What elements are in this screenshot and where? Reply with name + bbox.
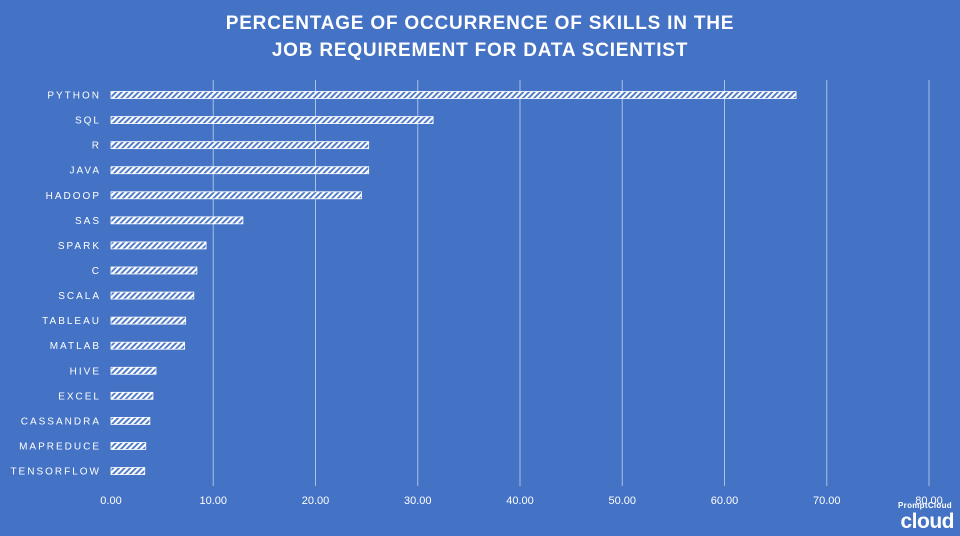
bar-hadoop <box>110 191 362 200</box>
x-tick-label: 70.00 <box>813 495 841 507</box>
category-label-java: JAVA <box>69 166 101 177</box>
bar-c <box>110 266 198 275</box>
category-label-matlab: MATLAB <box>50 341 101 352</box>
chart-title-line-1: PERCENTAGE OF OCCURRENCE OF SKILLS IN TH… <box>225 13 735 34</box>
bar-excel <box>110 391 154 400</box>
bar-sas <box>110 216 244 225</box>
category-label-cassandra: CASSANDRA <box>21 416 101 427</box>
bar-sql <box>110 116 434 124</box>
category-labels: PYTHON SQL R JAVA HADOOP SAS SPARK C SCALA TABLEA… <box>10 91 101 478</box>
category-label-tableau: TABLEAU <box>42 316 101 327</box>
category-label-mapreduce: MAPREDUCE <box>19 441 101 452</box>
bar-r <box>110 141 370 150</box>
category-label-r: R <box>92 141 101 152</box>
bar-cassandra <box>110 417 151 425</box>
logo-small-text: PromptCloud <box>898 501 952 510</box>
bars <box>110 91 797 475</box>
category-label-sas: SAS <box>75 216 101 227</box>
category-label-python: PYTHON <box>47 91 101 102</box>
x-tick-label: 0.00 <box>100 495 121 507</box>
category-label-hadoop: HADOOP <box>46 191 101 202</box>
x-tick-label: 50.00 <box>608 495 636 507</box>
category-label-sql: SQL <box>75 116 101 127</box>
bar-spark <box>110 241 207 250</box>
bar-java <box>110 166 370 175</box>
category-label-scala: SCALA <box>58 291 101 302</box>
bar-mapreduce <box>110 442 147 450</box>
bar-matlab <box>110 341 186 350</box>
logo-big-text: cloud <box>900 510 955 533</box>
chart-title-line-2: JOB REQUIREMENT FOR DATA SCIENTIST <box>271 40 689 61</box>
x-tick-label: 60.00 <box>711 495 739 507</box>
bar-tableau <box>110 316 187 325</box>
category-label-excel: EXCEL <box>58 391 101 402</box>
category-label-hive: HIVE <box>70 366 101 377</box>
promptcloud-logo: PromptCloud cloud <box>896 501 956 533</box>
bar-hive <box>110 366 157 375</box>
x-tick-label: 10.00 <box>199 495 227 507</box>
x-tick-label: 30.00 <box>404 495 432 507</box>
x-tick-label: 80.00 <box>915 495 943 507</box>
category-label-c: C <box>92 266 101 277</box>
x-tick-labels: 0.00 10.00 20.00 30.00 40.00 50.00 60.00 70.00 8… <box>100 495 942 507</box>
bar-tensorflow <box>110 467 146 475</box>
gridlines <box>212 80 930 486</box>
bar-python <box>110 91 797 99</box>
x-tick-label: 20.00 <box>302 495 330 507</box>
x-tick-label: 40.00 <box>506 495 534 507</box>
category-label-tensorflow: TENSORFLOW <box>10 467 101 478</box>
category-label-spark: SPARK <box>58 241 101 252</box>
bar-scala <box>110 291 195 300</box>
